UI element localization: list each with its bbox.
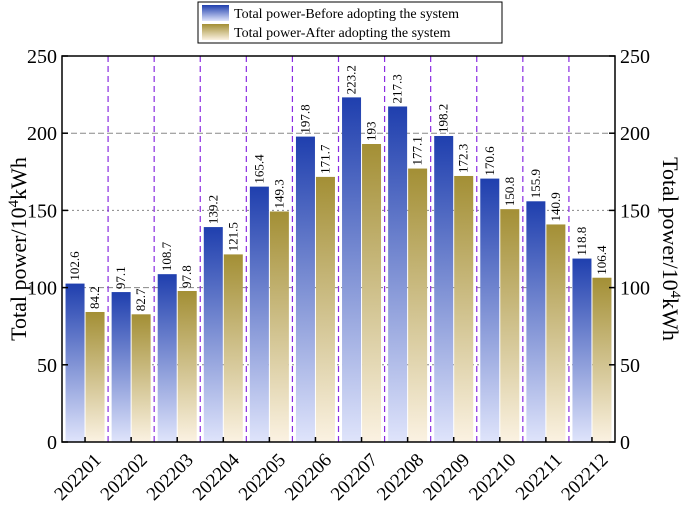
data-label-after-202210: 150.8 bbox=[502, 177, 517, 206]
bar-before-202209 bbox=[434, 135, 454, 443]
right-tick-label-200: 200 bbox=[620, 123, 650, 145]
x-tick-label-202201: 202201 bbox=[50, 450, 105, 505]
legend-label-before: Total power-Before adopting the system bbox=[234, 7, 459, 22]
bar-series bbox=[65, 97, 612, 443]
data-label-after-202202: 82.7 bbox=[133, 288, 148, 311]
data-label-after-202207: 193 bbox=[364, 122, 379, 142]
x-ticks: 2022012022022022032022042022052022062022… bbox=[50, 437, 613, 505]
bar-after-202201 bbox=[85, 311, 105, 442]
right-tick-label-0: 0 bbox=[620, 432, 630, 454]
data-label-before-202209: 198.2 bbox=[436, 104, 451, 133]
bar-after-202204 bbox=[223, 254, 243, 442]
legend-box bbox=[197, 1, 503, 44]
left-tick-label-50: 50 bbox=[37, 355, 57, 377]
data-label-after-202211: 140.9 bbox=[548, 192, 563, 221]
left-tick-label-150: 150 bbox=[27, 200, 57, 222]
bar-before-202203 bbox=[157, 274, 177, 442]
bar-after-202211 bbox=[546, 224, 566, 442]
data-label-before-202208: 217.3 bbox=[390, 74, 405, 103]
x-tick-label-202209: 202209 bbox=[419, 450, 474, 505]
data-label-before-202205: 165.4 bbox=[251, 154, 266, 184]
data-label-after-202208: 177.1 bbox=[410, 136, 425, 165]
data-label-after-202201: 84.2 bbox=[87, 286, 102, 309]
x-tick-label-202208: 202208 bbox=[373, 450, 428, 505]
data-label-before-202212: 118.8 bbox=[574, 227, 589, 256]
left-tick-label-250: 250 bbox=[27, 46, 57, 68]
data-label-before-202206: 197.8 bbox=[297, 104, 312, 133]
bar-after-202210 bbox=[500, 209, 520, 442]
bar-before-202207 bbox=[342, 97, 362, 442]
bar-after-202208 bbox=[408, 168, 428, 442]
data-label-before-202210: 170.6 bbox=[482, 146, 497, 176]
bar-after-202212 bbox=[592, 277, 612, 442]
data-label-before-202203: 108.7 bbox=[159, 241, 174, 271]
bar-after-202207 bbox=[362, 144, 382, 442]
data-label-before-202201: 102.6 bbox=[67, 251, 82, 281]
data-label-before-202204: 139.2 bbox=[205, 195, 220, 224]
left-tick-label-100: 100 bbox=[27, 278, 57, 300]
right-tick-label-250: 250 bbox=[620, 46, 650, 68]
data-label-after-202205: 149.3 bbox=[271, 179, 286, 208]
legend-swatch-before bbox=[202, 5, 229, 21]
right-y-ticks: 0 50 100 150 200 250 bbox=[609, 46, 650, 454]
bar-before-202208 bbox=[388, 106, 408, 442]
data-label-after-202212: 106.4 bbox=[594, 245, 609, 275]
right-y-axis-label: Total power/104kWh bbox=[658, 157, 683, 341]
bar-before-202211 bbox=[526, 201, 546, 442]
data-label-after-202204: 121.5 bbox=[225, 222, 240, 251]
bar-before-202206 bbox=[295, 136, 315, 442]
data-label-before-202202: 97.1 bbox=[113, 266, 128, 289]
x-tick-label-202205: 202205 bbox=[235, 450, 290, 505]
x-tick-label-202206: 202206 bbox=[281, 450, 336, 505]
x-tick-label-202211: 202211 bbox=[512, 450, 567, 505]
x-tick-label-202203: 202203 bbox=[143, 450, 198, 505]
bar-before-202204 bbox=[203, 227, 223, 442]
legend-swatch-after bbox=[202, 24, 229, 40]
right-tick-label-150: 150 bbox=[620, 200, 650, 222]
x-tick-label-202207: 202207 bbox=[327, 450, 382, 505]
plot-frame bbox=[61, 55, 616, 443]
bar-before-202201 bbox=[65, 283, 85, 442]
month-separators bbox=[107, 56, 570, 442]
x-tick-label-202204: 202204 bbox=[189, 449, 245, 505]
x-tick-label-202210: 202210 bbox=[465, 450, 520, 505]
left-y-axis-label: Total power/104kWh bbox=[6, 157, 31, 341]
left-tick-label-200: 200 bbox=[27, 123, 57, 145]
data-label-before-202207: 223.2 bbox=[344, 65, 359, 94]
data-label-after-202209: 172.3 bbox=[456, 144, 471, 173]
data-label-after-202203: 97.8 bbox=[179, 265, 194, 288]
data-label-after-202206: 171.7 bbox=[317, 144, 332, 174]
right-tick-label-100: 100 bbox=[620, 278, 650, 300]
bar-after-202202 bbox=[131, 314, 151, 442]
bar-after-202203 bbox=[177, 290, 197, 442]
legend-label-after: Total power-After adopting the system bbox=[234, 26, 451, 41]
left-tick-label-0: 0 bbox=[47, 432, 57, 454]
bar-after-202209 bbox=[454, 175, 474, 442]
bar-after-202205 bbox=[269, 211, 289, 442]
bar-before-202202 bbox=[111, 292, 131, 442]
bar-before-202212 bbox=[572, 258, 592, 442]
legend: Total power-Before adopting the system T… bbox=[197, 1, 503, 44]
data-labels: 102.6 84.2 97.1 82.7 108.7 97.8 139.2 121.5 165.… bbox=[67, 65, 609, 311]
bar-before-202210 bbox=[480, 178, 500, 442]
bar-after-202206 bbox=[315, 176, 335, 442]
left-y-ticks: 0 50 100 150 200 250 bbox=[27, 46, 68, 454]
bar-before-202205 bbox=[249, 186, 269, 442]
data-label-before-202211: 155.9 bbox=[528, 169, 543, 198]
right-tick-label-50: 50 bbox=[620, 355, 640, 377]
x-tick-label-202212: 202212 bbox=[557, 450, 612, 505]
x-tick-label-202202: 202202 bbox=[97, 450, 152, 505]
